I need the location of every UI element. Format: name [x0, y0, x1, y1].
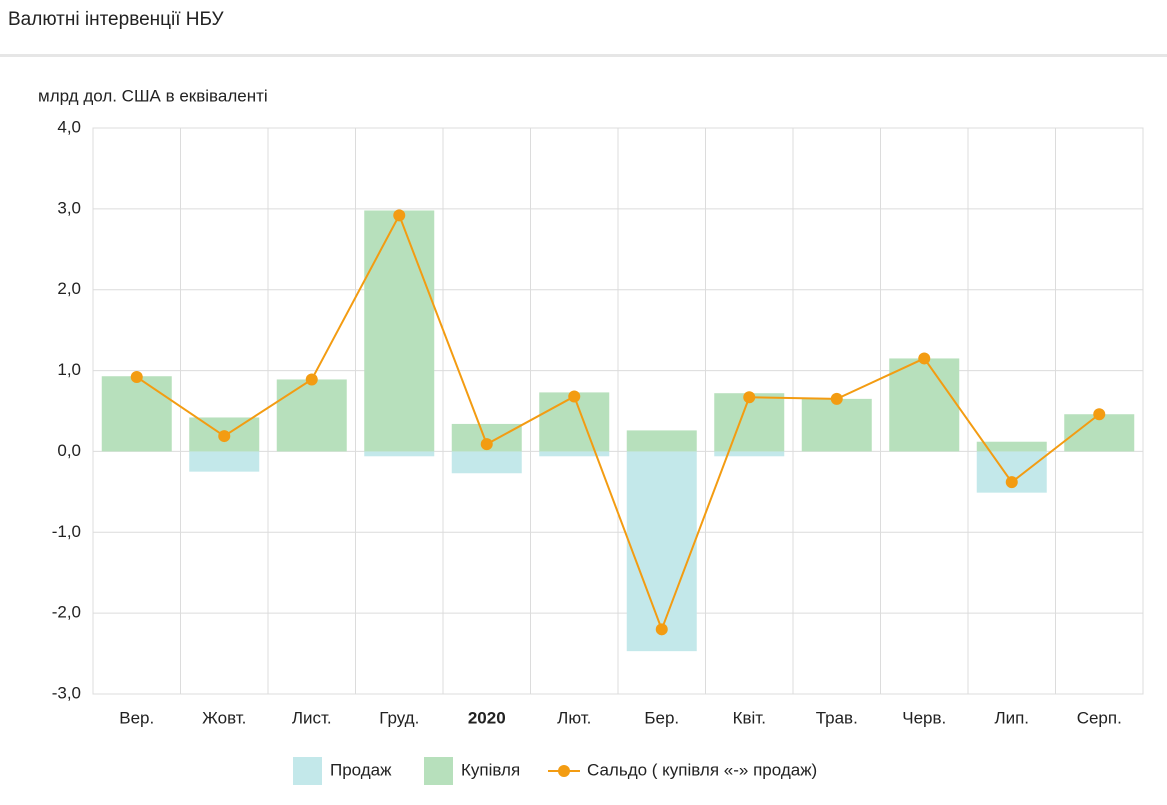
bar: [976, 441, 1047, 452]
line-point: [130, 371, 143, 384]
legend-swatch: [424, 757, 453, 785]
line-point: [480, 438, 493, 451]
legend-label: Купівля: [461, 760, 520, 779]
bar: [364, 451, 435, 457]
line-point: [1005, 476, 1018, 489]
y-tick-label: -3,0: [52, 683, 81, 702]
line-point: [305, 373, 318, 386]
bar: [801, 398, 872, 452]
x-tick-label: Груд.: [379, 708, 419, 727]
bar: [101, 376, 172, 452]
page-title: Валютні інтервенції НБУ: [8, 9, 225, 30]
bar: [189, 451, 260, 472]
x-tick-label: Лип.: [994, 708, 1029, 727]
line: [136, 212, 1100, 633]
x-tick-label: 2020: [468, 708, 506, 727]
line-point: [918, 352, 931, 365]
legend-label: Сальдо ( купівля «-» продаж): [587, 760, 817, 779]
x-tick-label: Бер.: [644, 708, 679, 727]
bar: [451, 451, 522, 474]
header-separator: [0, 54, 1167, 57]
y-tick-label: 1,0: [57, 360, 81, 379]
bar: [714, 451, 785, 457]
y-tick-label: 4,0: [57, 117, 81, 136]
line-point: [655, 623, 668, 636]
line-point: [743, 391, 756, 404]
x-tick-label: Лист.: [292, 708, 332, 727]
y-axis-label: млрд дол. США в еквіваленті: [38, 86, 268, 105]
y-tick-label: 0,0: [57, 441, 81, 460]
y-tick-label: 2,0: [57, 279, 81, 298]
x-tick-label: Жовт.: [202, 708, 246, 727]
y-tick-label: 3,0: [57, 198, 81, 217]
x-tick-label: Вер.: [119, 708, 154, 727]
line-point: [568, 390, 581, 403]
x-tick-label: Черв.: [902, 708, 946, 727]
line-point: [830, 392, 843, 405]
bar: [276, 379, 347, 452]
y-tick-label: -1,0: [52, 522, 81, 541]
x-tick-label: Лют.: [557, 708, 591, 727]
y-tick-label: -2,0: [52, 603, 81, 622]
bar: [626, 430, 697, 452]
line-point: [218, 430, 231, 443]
legend-swatch: [293, 757, 322, 785]
legend-marker: [558, 765, 570, 777]
bar: [626, 451, 697, 652]
bar: [889, 358, 960, 452]
line-point: [393, 209, 406, 222]
bar: [539, 451, 610, 457]
x-tick-label: Серп.: [1077, 708, 1122, 727]
legend-label: Продаж: [330, 760, 392, 779]
line-point: [1093, 408, 1106, 421]
bar: [364, 210, 435, 452]
x-tick-label: Квіт.: [733, 708, 766, 727]
x-tick-label: Трав.: [816, 708, 858, 727]
